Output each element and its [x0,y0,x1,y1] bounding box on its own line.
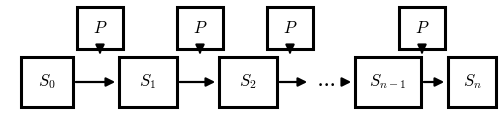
Text: $\cdots$: $\cdots$ [316,72,336,92]
Text: $S_2$: $S_2$ [240,73,256,91]
Text: $S_1$: $S_1$ [140,73,156,91]
Text: $S_{n-1}$: $S_{n-1}$ [370,73,406,91]
Text: $P$: $P$ [283,19,297,37]
FancyBboxPatch shape [448,57,496,107]
Text: $P$: $P$ [193,19,208,37]
FancyBboxPatch shape [119,57,177,107]
FancyBboxPatch shape [355,57,421,107]
FancyBboxPatch shape [77,7,123,49]
FancyBboxPatch shape [399,7,445,49]
FancyBboxPatch shape [267,7,313,49]
FancyBboxPatch shape [21,57,73,107]
Text: $S_n$: $S_n$ [462,73,481,91]
Text: $S_0$: $S_0$ [38,73,56,91]
FancyBboxPatch shape [177,7,223,49]
FancyBboxPatch shape [219,57,277,107]
Text: $P$: $P$ [93,19,107,37]
Text: $P$: $P$ [415,19,429,37]
